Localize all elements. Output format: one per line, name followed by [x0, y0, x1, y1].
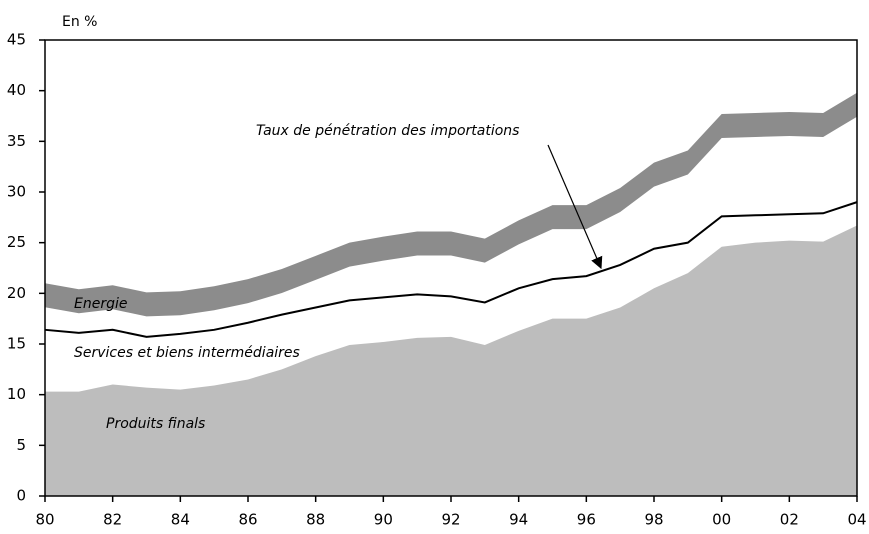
- x-tick-label: 98: [644, 511, 663, 529]
- x-tick-label: 96: [577, 511, 596, 529]
- annotation: Taux de pénétration des importations: [256, 123, 519, 139]
- y-tick-label: 25: [7, 233, 26, 251]
- x-tick-label: 82: [103, 511, 122, 529]
- series-label: Produits finals: [106, 416, 205, 432]
- series-label: Services et biens intermédiaires: [74, 345, 300, 361]
- x-tick-label: 86: [238, 511, 257, 529]
- series-label: Energie: [74, 296, 127, 312]
- x-tick-label: 80: [35, 511, 54, 529]
- line: [44, 201, 858, 338]
- y-tick-label: 20: [7, 284, 26, 302]
- y-tick-label: 30: [7, 183, 26, 201]
- band: [45, 92, 857, 317]
- x-tick-label: 92: [441, 511, 460, 529]
- x-tick-label: 84: [171, 511, 190, 529]
- x-tick-label: 90: [374, 511, 393, 529]
- y-tick-label: 35: [7, 132, 26, 150]
- y-tick-label: 40: [7, 81, 26, 99]
- x-tick-label: 94: [509, 511, 528, 529]
- y-axis-label: En %: [62, 14, 97, 30]
- x-tick-label: 04: [847, 511, 866, 529]
- y-tick-label: 10: [7, 385, 26, 403]
- y-tick-label: 5: [16, 436, 26, 454]
- x-tick-label: 88: [306, 511, 325, 529]
- area: [45, 225, 857, 496]
- y-tick-label: 15: [7, 335, 26, 353]
- y-tick-label: 45: [7, 31, 26, 49]
- x-tick-label: 00: [712, 511, 731, 529]
- annotation-arrow: [547, 144, 603, 270]
- x-tick-label: 02: [780, 511, 799, 529]
- y-tick-label: 0: [16, 487, 26, 505]
